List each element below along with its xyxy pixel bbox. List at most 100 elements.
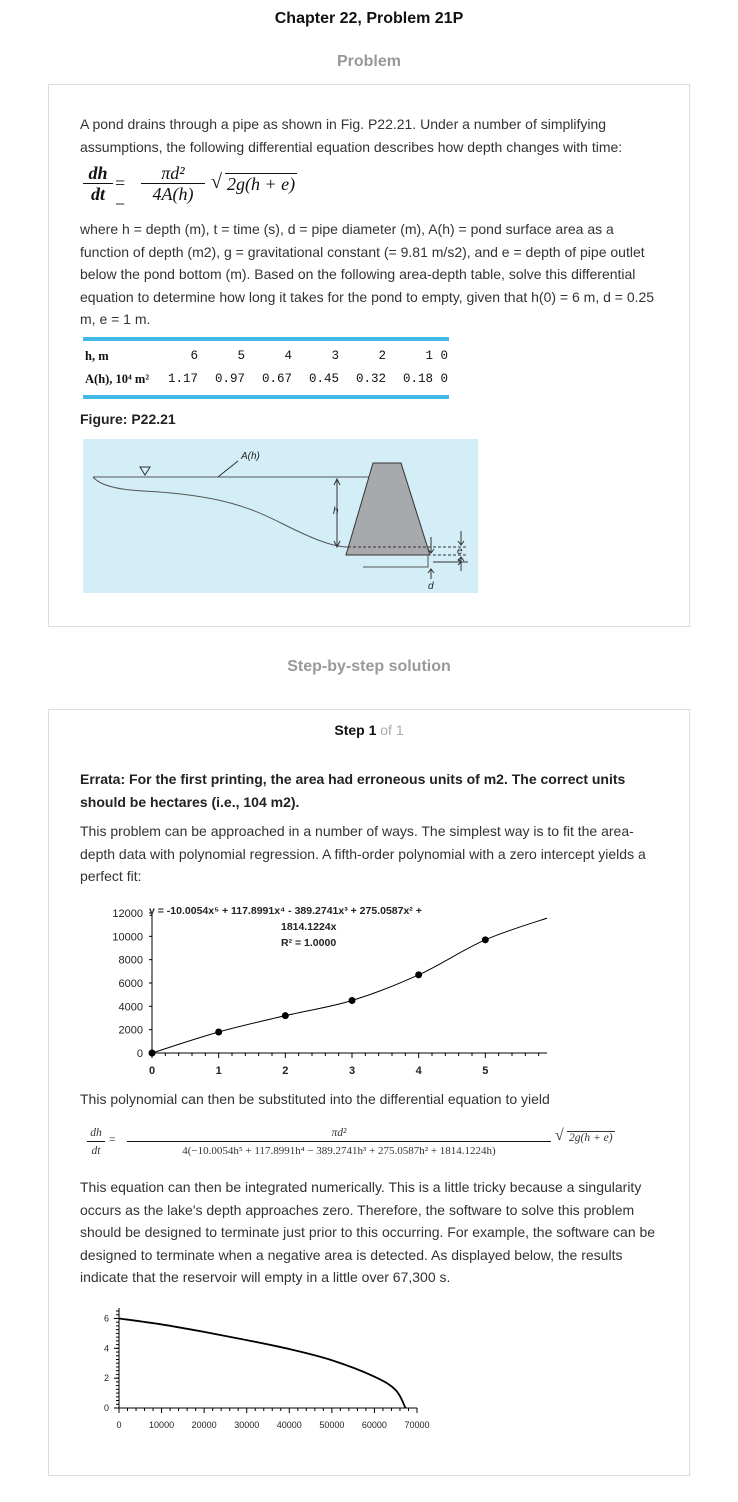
d-arrowhead-bottom xyxy=(427,568,435,574)
area-depth-table: h, m 6 5 4 3 2 1 0 A(h), 10⁴ m² 1.17 0.9… xyxy=(83,337,449,399)
data-point xyxy=(281,1012,289,1020)
y-tick-label: 6 xyxy=(104,1313,109,1323)
table-label-h: h, m xyxy=(85,349,109,363)
water-level-icon xyxy=(139,466,151,476)
step-label: Step 1 xyxy=(334,722,377,738)
table-top-rule xyxy=(83,337,449,341)
table-cell: 0 xyxy=(440,372,448,386)
regression-chart: 0200040006000800010000120000123456 y = -… xyxy=(112,905,547,1076)
eq-equals: = − xyxy=(115,173,126,214)
solution-para-2: This polynomial can then be substituted … xyxy=(80,1091,550,1107)
regression-equation-line1: y = -10.0054x⁵ + 117.8991x⁴ - 389.2741x³… xyxy=(149,905,422,917)
step-count: of 1 xyxy=(380,722,404,738)
table-row-h: h, m 6 5 4 3 2 1 0 xyxy=(83,345,449,368)
x-tick-label: 5 xyxy=(482,1065,488,1076)
r-squared-label: R² = 1.0000 xyxy=(281,937,336,949)
table-cell: 4 xyxy=(284,349,292,363)
data-point xyxy=(215,1028,223,1036)
x-tick-label: 30000 xyxy=(234,1420,259,1430)
x-tick-label: 4 xyxy=(416,1065,423,1076)
depth-curve xyxy=(118,1317,407,1409)
table-cell: 3 xyxy=(331,349,339,363)
solution-card: Step 1 of 1 Errata: For the first printi… xyxy=(48,709,690,1476)
y-tick-label: 8000 xyxy=(119,955,143,967)
table-cell: 0.97 xyxy=(214,372,245,386)
d-label: d xyxy=(428,581,434,592)
table-cell: 0.32 xyxy=(355,372,386,386)
trendline-curve xyxy=(151,917,547,1054)
table-cell: 0.18 xyxy=(402,372,433,386)
solution-para-3: This equation can then be integrated num… xyxy=(80,1179,656,1285)
eq2-sqrt: 2g(h + e) xyxy=(567,1131,615,1144)
data-point xyxy=(348,997,356,1004)
y-tick-label: 0 xyxy=(137,1048,143,1060)
x-tick-label: 40000 xyxy=(277,1420,302,1430)
eq-rhs-num: πd² xyxy=(141,163,205,184)
d-arrowhead-top xyxy=(427,548,435,554)
depth-time-chart: 0 2 4 6 0 10000 20000 30000 40000 50000 60000 70000 xyxy=(104,1308,430,1430)
y-tick-label: 4000 xyxy=(119,1001,143,1013)
data-point xyxy=(148,1049,156,1057)
problem-card: A pond drains through a pipe as shown in… xyxy=(48,84,690,627)
h-arrow-bottom xyxy=(333,540,341,549)
x-tick-label: 50000 xyxy=(319,1420,344,1430)
data-point xyxy=(481,936,489,944)
x-tick-label: 1 xyxy=(216,1065,222,1076)
eq2-lhs-num: dh xyxy=(87,1125,105,1142)
e-arrowhead-bottom xyxy=(457,556,465,562)
x-tick-label: 10000 xyxy=(149,1420,174,1430)
table-cell: 2 xyxy=(378,349,386,363)
eq2-num: πd² xyxy=(127,1125,551,1142)
table-cell: 1.17 xyxy=(167,372,198,386)
eq2-den: 4(−10.0054h⁵ + 117.8991h⁴ − 389.2741h³ +… xyxy=(182,1145,496,1157)
figure-title: Figure: P22.21 xyxy=(80,411,176,427)
y-tick-label: 6000 xyxy=(119,978,143,990)
y-tick-label: 12000 xyxy=(112,908,143,920)
errata-note: Errata: For the first printing, the area… xyxy=(80,771,626,810)
table-cell: 6 xyxy=(190,349,198,363)
h-arrow-top xyxy=(333,477,341,486)
x-tick-label: 20000 xyxy=(192,1420,217,1430)
problem-description: where h = depth (m), t = time (s), d = p… xyxy=(80,221,655,327)
regression-equation-line2: 1814.1224x xyxy=(281,921,337,933)
table-cell: 0.45 xyxy=(308,372,339,386)
table-cell: 0 xyxy=(440,349,448,363)
x-tick-label: 70000 xyxy=(404,1420,429,1430)
sqrt-sign: √ xyxy=(211,171,222,193)
y-tick-label: 0 xyxy=(104,1403,109,1413)
substituted-equation: dh dt = πd² 4(−10.0054h⁵ + 117.8991h⁴ − … xyxy=(87,1125,647,1169)
water-background xyxy=(83,439,478,593)
x-tick-label: 0 xyxy=(116,1420,121,1430)
y-tick-label: 2 xyxy=(104,1373,109,1383)
eq2-equals: = xyxy=(109,1134,116,1146)
e-arrowhead-top xyxy=(457,540,465,546)
data-point xyxy=(415,971,423,979)
x-tick-label: 0 xyxy=(149,1065,155,1076)
y-tick-label: 10000 xyxy=(112,931,143,943)
eq-lhs-den: dt xyxy=(90,184,105,204)
eq-sqrt: 2g(h + e) xyxy=(225,173,298,194)
step-header: Step 1 of 1 xyxy=(49,722,689,738)
eq2-lhs-den: dt xyxy=(91,1145,101,1157)
h-label: h xyxy=(333,506,339,517)
x-tick-label: 3 xyxy=(349,1065,355,1076)
e-label: e xyxy=(457,546,463,557)
y-tick-label: 4 xyxy=(104,1343,109,1353)
solution-heading: Step-by-step solution xyxy=(287,658,451,675)
eq-rhs-den: 4A(h) xyxy=(152,184,194,204)
table-label-area: A(h), 10⁴ m² xyxy=(85,372,150,386)
table-cell: 0.67 xyxy=(261,372,292,386)
problem-intro: A pond drains through a pipe as shown in… xyxy=(80,116,623,155)
table-cell: 1 xyxy=(425,349,433,363)
pond-bottom-profile xyxy=(92,476,429,568)
solution-para-1: This problem can be approached in a numb… xyxy=(80,823,646,884)
table-bottom-rule xyxy=(83,395,449,399)
page-title: Chapter 22, Problem 21P xyxy=(274,10,464,27)
table-cell: 5 xyxy=(237,349,245,363)
table-row-area: A(h), 10⁴ m² 1.17 0.97 0.67 0.45 0.32 0.… xyxy=(83,368,449,391)
area-label: A(h) xyxy=(240,451,260,462)
pond-figure: A(h) h e d xyxy=(83,439,478,593)
problem-heading: Problem xyxy=(336,53,401,70)
dam-shape xyxy=(345,462,431,556)
x-tick-label: 60000 xyxy=(362,1420,387,1430)
